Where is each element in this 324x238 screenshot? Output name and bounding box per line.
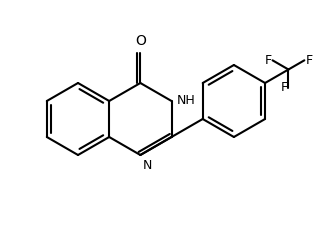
Text: F: F [305, 54, 312, 67]
Text: O: O [135, 35, 146, 49]
Text: F: F [264, 54, 272, 67]
Text: NH: NH [177, 94, 195, 106]
Text: F: F [280, 81, 287, 94]
Text: N: N [142, 159, 152, 172]
